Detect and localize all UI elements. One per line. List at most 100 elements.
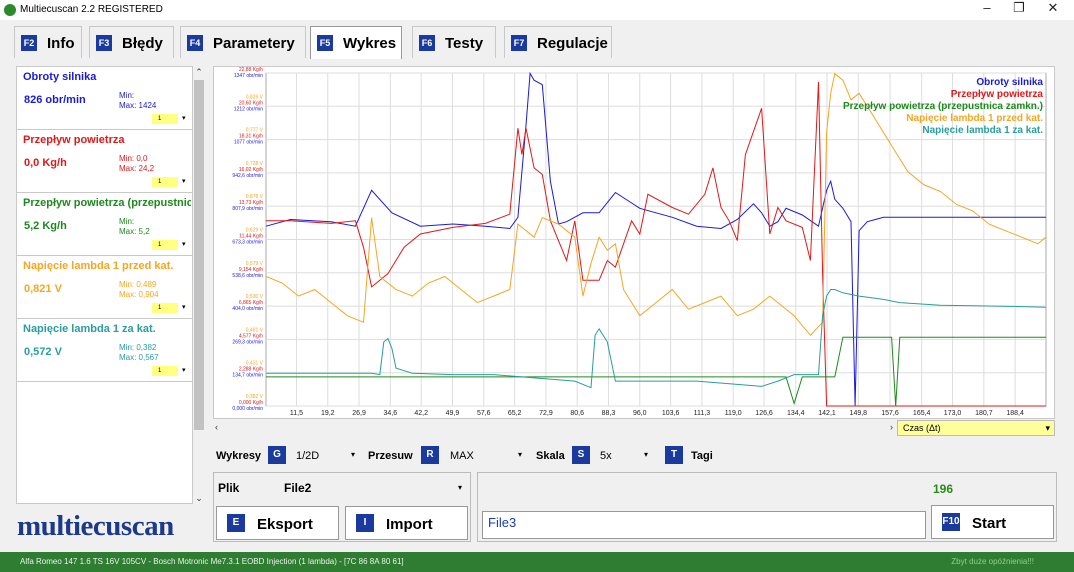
chevron-down-icon: ▾ [182, 178, 186, 185]
x-tick-label: 180,7 [975, 410, 993, 417]
tab-testy[interactable]: F6 Testy [412, 26, 496, 58]
sensor-min: Min: 0,382 [119, 343, 157, 352]
scale-select[interactable]: 1 ▾ [152, 240, 192, 250]
tab-parametery[interactable]: F4 Parametery [180, 26, 306, 58]
series-line [265, 71, 1046, 407]
status-bar: Alfa Romeo 147 1.6 TS 16V 105CV - Bosch … [0, 552, 1074, 572]
sensor-list-scrollbar[interactable]: ⌃ ⌄ [193, 66, 205, 504]
sensor-item-przeplyw-zamkn[interactable]: Przepływ powietrza (przepustnica zamkn.)… [17, 193, 192, 256]
tagi-button[interactable]: Tagi [691, 450, 713, 462]
record-filename-field[interactable]: File3 [482, 511, 926, 539]
sensor-min: Min: 0,0 [119, 154, 148, 163]
r-key-icon[interactable]: R [421, 446, 439, 464]
tab-label: Wykres [343, 35, 397, 52]
scale-select-value: 1 [152, 366, 178, 376]
chart-scrollbar[interactable]: ‹ › [213, 420, 895, 436]
y-tick-label: 0,777 V [246, 128, 264, 134]
tab-info[interactable]: F2 Info [14, 26, 82, 58]
skala-select[interactable]: 5x [600, 450, 612, 462]
scrollbar-thumb[interactable] [194, 80, 204, 430]
y-tick-label: 0,579 V [246, 261, 264, 267]
scale-select-value: 1 [152, 303, 178, 313]
tab-bledy[interactable]: F3 Błędy [89, 26, 174, 58]
y-tick-label: 0,530 V [246, 294, 264, 300]
t-key-icon[interactable]: T [665, 446, 683, 464]
chevron-down-icon[interactable]: ▾ [644, 450, 649, 459]
g-key-icon[interactable]: G [268, 446, 286, 464]
wykresy-label: Wykresy [216, 450, 262, 462]
scale-select[interactable]: 1 ▾ [152, 177, 192, 187]
sensor-value: 0,0 Kg/h [24, 157, 67, 169]
maximize-button[interactable]: ❐ [1013, 0, 1025, 15]
y-tick-label: 0,000 obr/min [232, 406, 263, 412]
tab-wykres[interactable]: F5 Wykres [310, 26, 402, 59]
x-tick-label: 88,3 [602, 410, 616, 417]
wykresy-select[interactable]: 1/2D [296, 450, 320, 462]
x-tick-label: 57,6 [477, 410, 491, 417]
y-tick-label: 269,3 obr/min [232, 339, 263, 345]
minimize-button[interactable]: – [983, 0, 991, 15]
chevron-up-icon[interactable]: ⌃ [195, 67, 203, 77]
x-tick-label: 72,9 [539, 410, 553, 417]
x-tick-label: 149,8 [850, 410, 868, 417]
scale-select-value: 1 [152, 240, 178, 250]
eksport-button[interactable]: E Eksport [216, 506, 339, 540]
file-panel: Plik File2 ▾ E Eksport I Import [213, 472, 471, 542]
x-tick-label: 103,6 [662, 410, 680, 417]
sensor-item-przeplyw[interactable]: Przepływ powietrza 0,0 Kg/h Min: 0,0 Max… [17, 130, 192, 193]
chevron-down-icon[interactable]: ▾ [458, 483, 463, 492]
y-tick-label: 2,288 Kg/h [239, 367, 263, 373]
sensor-item-lambda-przed[interactable]: Napięcie lambda 1 przed kat. 0,821 V Min… [17, 256, 192, 319]
f5-key-icon: F5 [317, 35, 333, 51]
time-axis-select[interactable]: Czas (Δt) ▾ [897, 420, 1055, 436]
f3-key-icon: F3 [96, 35, 112, 51]
scale-select[interactable]: 1 ▾ [152, 303, 192, 313]
y-tick-label: 16,02 Kg/h [239, 167, 263, 173]
close-button[interactable]: ✕ [1047, 0, 1059, 15]
tab-regulacje[interactable]: F7 Regulacje [504, 26, 612, 58]
sensor-min: Min: [119, 217, 135, 226]
chevron-left-icon[interactable]: ‹ [215, 422, 218, 432]
sensor-name: Napięcie lambda 1 za kat. [23, 323, 156, 335]
y-tick-label: 807,9 obr/min [232, 206, 263, 212]
chevron-right-icon[interactable]: › [890, 422, 893, 432]
eksport-label: Eksport [257, 516, 313, 533]
file-select[interactable]: File2 [284, 481, 312, 495]
legend-entry: Przepływ powietrza [951, 89, 1044, 100]
legend-entry: Przepływ powietrza (przepustnica zamkn.) [843, 101, 1043, 112]
przesuw-select[interactable]: MAX [450, 450, 474, 462]
sensor-value: 0,821 V [24, 283, 62, 295]
record-panel: 196 File3 F10 Start [477, 472, 1057, 542]
x-tick-label: 126,6 [755, 410, 773, 417]
sensor-name: Napięcie lambda 1 przed kat. [23, 260, 174, 272]
scale-select-value: 1 [152, 114, 178, 124]
f7-key-icon: F7 [511, 35, 527, 51]
sensor-max: Max: 0,904 [119, 290, 159, 299]
start-button[interactable]: F10 Start [931, 505, 1054, 539]
x-tick-label: 65,2 [508, 410, 522, 417]
file-label: Plik [218, 481, 240, 495]
scale-select[interactable]: 1 ▾ [152, 366, 192, 376]
multiecuscan-logo: multiecuscan [17, 510, 174, 542]
chevron-down-icon[interactable]: ▾ [518, 450, 523, 459]
y-tick-label: 13,73 Kg/h [239, 200, 263, 206]
chart-controls: Wykresy G 1/2D ▾ Przesuw R MAX ▾ Skala S… [216, 446, 1016, 466]
y-tick-label: 0,629 V [246, 228, 264, 234]
scale-select[interactable]: 1 ▾ [152, 114, 192, 124]
sensor-item-lambda-za[interactable]: Napięcie lambda 1 za kat. 0,572 V Min: 0… [17, 319, 192, 382]
x-tick-label: 34,6 [384, 410, 398, 417]
y-tick-label: 538,6 obr/min [232, 273, 263, 279]
y-tick-label: 1347 obr/min [234, 73, 263, 79]
y-tick-label: 20,60 Kg/h [239, 100, 263, 106]
vehicle-status: Alfa Romeo 147 1.6 TS 16V 105CV - Bosch … [20, 557, 404, 566]
x-tick-label: 142,1 [818, 410, 836, 417]
import-button[interactable]: I Import [345, 506, 468, 540]
sensor-item-obroty[interactable]: Obroty silnika 826 obr/min Min: Max: 142… [17, 67, 192, 130]
tab-label: Parametery [213, 35, 295, 52]
series-line [266, 336, 1046, 407]
chevron-down-icon[interactable]: ▾ [351, 450, 356, 459]
s-key-icon[interactable]: S [572, 446, 590, 464]
e-key-icon: E [227, 514, 245, 532]
chevron-down-icon[interactable]: ⌄ [195, 493, 203, 503]
